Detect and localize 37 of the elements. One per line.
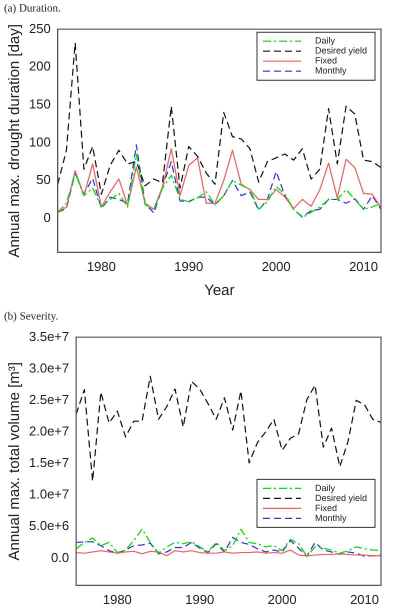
y-tick-label: 3.0e+7: [29, 360, 70, 376]
legend-label: Daily: [315, 482, 336, 493]
y-tick-label: 250: [28, 20, 51, 36]
x-tick-label: 1980: [102, 592, 132, 607]
chart-title: (b) Severity.: [4, 310, 59, 322]
x-tick-label: 2000: [268, 592, 297, 607]
x-tick-label: 2010: [349, 258, 378, 274]
x-tick-label: 2000: [262, 258, 291, 274]
y-tick-label: 0.0: [51, 550, 70, 565]
line-series: [76, 536, 381, 557]
x-tick-label: 1990: [185, 592, 214, 607]
x-tick-label: 2010: [350, 592, 379, 607]
chart-title: (a) Duration.: [4, 2, 62, 14]
y-tick-label: 50: [36, 172, 51, 188]
line-series: [76, 376, 381, 482]
legend-label: Desired yield: [315, 492, 368, 503]
y-axis-title: Annual max. total volume [m³]: [6, 362, 24, 561]
y-tick-label: 5.0e+6: [29, 518, 70, 534]
y-tick-label: 200: [28, 58, 51, 74]
legend-label: Desired yield: [315, 46, 368, 56]
legend-label: Fixed: [315, 56, 338, 66]
y-tick-label: 3.5e+7: [29, 328, 70, 344]
y-tick-label: 100: [28, 134, 51, 150]
y-tick-label: 1.0e+7: [29, 486, 70, 502]
legend-label: Monthly: [315, 66, 348, 76]
y-axis-title: Annual max. drought duration [day]: [6, 24, 24, 258]
legend-label: Fixed: [315, 502, 338, 513]
y-tick-label: 2.5e+7: [29, 392, 70, 407]
legend-label: Monthly: [315, 512, 348, 523]
legend-label: Daily: [315, 36, 336, 46]
y-tick-label: 2.0e+7: [29, 424, 70, 439]
x-axis-title: Year: [204, 282, 234, 300]
x-tick-label: 1990: [174, 258, 204, 274]
y-tick-label: 0: [43, 210, 51, 225]
x-tick-label: 1980: [86, 258, 116, 274]
y-tick-label: 1.5e+7: [29, 455, 70, 470]
y-tick-label: 150: [28, 96, 51, 112]
